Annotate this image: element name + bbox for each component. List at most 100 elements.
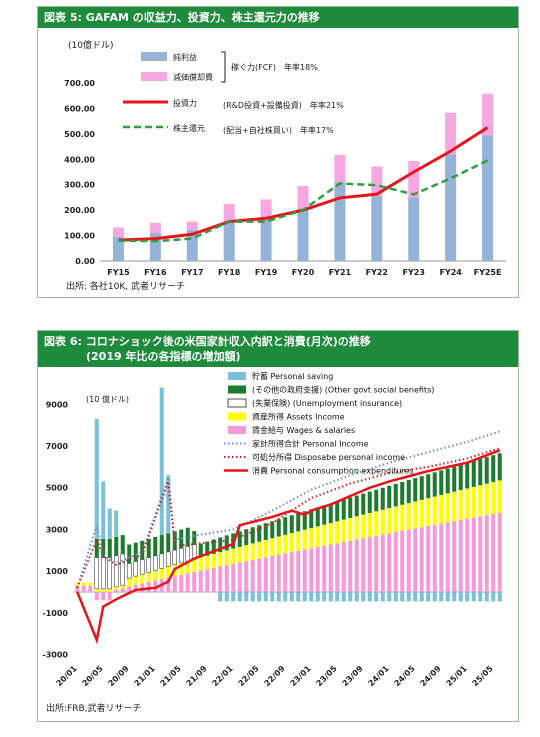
bar-segment [297, 208, 309, 261]
bar-segment [452, 521, 457, 592]
y-tick-label: 7000 [46, 442, 69, 451]
bar-segment [107, 508, 112, 539]
legend-swatch [227, 398, 247, 408]
bar-segment [465, 488, 470, 519]
bar-segment [406, 592, 411, 602]
bar-segment [94, 418, 99, 539]
bar-segment [250, 527, 255, 544]
bar-segment [276, 519, 281, 537]
bar-segment [81, 582, 86, 586]
bar-segment [334, 182, 346, 261]
y-tick-label: 9000 [46, 400, 69, 409]
bar-segment [270, 538, 275, 556]
bar-segment [94, 588, 99, 592]
gafam-chart: (10億ドル) 0.00 100.00 200.00 300.00 400.00 500.0… [64, 39, 506, 277]
bar-segment [270, 555, 275, 592]
x-tick-label: 23/09 [340, 664, 364, 688]
y-tick-label: -3000 [42, 651, 68, 660]
bar-segment [387, 533, 392, 592]
bar-segment [146, 557, 152, 573]
bar-segment [218, 566, 223, 592]
bar-segment [380, 509, 385, 535]
bar-segment [497, 453, 502, 481]
bar-segment [260, 216, 272, 261]
x-tick-label: 24/09 [418, 664, 442, 688]
bar-segment [172, 576, 177, 592]
y-tick-label: 600.00 [64, 104, 95, 113]
bar-segment [114, 590, 119, 592]
legend-label: 資産所得 Assets Income [252, 412, 345, 422]
bar-segment [107, 538, 112, 558]
bar-segment [478, 458, 483, 486]
bar-segment [276, 592, 281, 602]
bar-segment [393, 483, 398, 507]
bar-segment [361, 514, 366, 539]
bar-segment [367, 512, 372, 537]
bar-segment [231, 592, 236, 602]
bar-segment [114, 510, 119, 537]
bar-segment [257, 592, 262, 602]
bar-segment [374, 489, 379, 512]
bar-segment [335, 543, 340, 592]
bar-segment [218, 537, 223, 553]
bar-segment [223, 220, 235, 261]
x-tick-label: FY22 [366, 268, 388, 277]
bar-segment [478, 485, 483, 517]
x-tick-label: FY19 [255, 268, 278, 277]
bar-segment [374, 511, 379, 536]
bar-segment [387, 508, 392, 534]
bar-segment [367, 592, 372, 602]
bar-segment [458, 592, 463, 602]
legend-label: 減価償却費 [173, 72, 213, 82]
legend-label: 賃金給与 Wages & salaries [252, 425, 355, 435]
series-line [76, 449, 501, 645]
bar-segment [223, 203, 235, 221]
bar-segment [133, 576, 138, 586]
bar-segment [244, 545, 249, 562]
bar-segment [471, 486, 476, 518]
bar-segment [127, 586, 132, 592]
bar-segment [491, 482, 496, 514]
bar-segment [445, 493, 450, 523]
bar-segment [309, 509, 314, 529]
bar-segment [315, 507, 320, 527]
bar-segment [367, 536, 372, 592]
bar-segment [445, 468, 450, 494]
bar-segment [419, 476, 424, 500]
bar-segment [231, 563, 236, 592]
bar-segment [179, 529, 184, 549]
bar-segment [224, 550, 229, 566]
x-tick-label: FY17 [181, 268, 203, 277]
bar-segment [250, 592, 255, 602]
bar-segment [315, 526, 320, 547]
bar-segment [114, 536, 119, 556]
bar-segment [406, 529, 411, 592]
bar-segment [419, 499, 424, 528]
bar-segment [140, 574, 145, 584]
bar-segment [127, 578, 132, 587]
x-tick-label: 25/01 [444, 664, 468, 688]
bar-segment [406, 503, 411, 530]
bar-segment [371, 196, 383, 261]
bar-segment [149, 222, 161, 234]
bar-segment [283, 517, 288, 535]
bar-segment [465, 462, 470, 489]
bar-segment [484, 592, 489, 602]
bar-segment [445, 112, 457, 155]
bar-segment [211, 553, 216, 568]
legend-swatch [228, 426, 246, 434]
bar-segment [296, 550, 301, 592]
bar-segment [309, 528, 314, 549]
bar-segment [380, 487, 385, 510]
bar-segment [94, 538, 99, 558]
bar-segment [328, 503, 333, 523]
bar-segment [497, 512, 502, 592]
legend-label: (失業保険) (Unemployment insurance) [252, 398, 402, 408]
bar-segment [471, 460, 476, 487]
bar-segment [478, 592, 483, 602]
bar-segment [361, 538, 366, 592]
bar-segment [192, 571, 197, 592]
bar-segment [153, 536, 158, 556]
chart-title: 図表 6: コロナショック後の米国家計収入内訳と消費(月次)の推移 (2019 … [38, 331, 518, 367]
legend-bracket [221, 51, 226, 83]
